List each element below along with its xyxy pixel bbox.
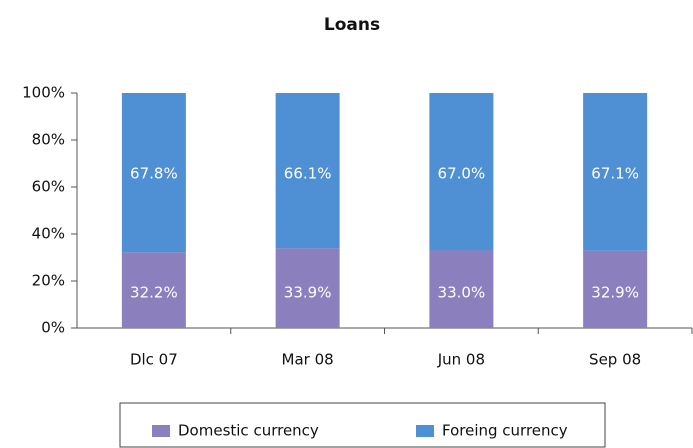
data-label: 32.2% <box>130 284 178 302</box>
legend-label: Domestic currency <box>178 422 319 440</box>
bar-segment <box>429 250 494 328</box>
x-tick-label: Dlc 07 <box>130 351 178 369</box>
y-tick-label: 0% <box>41 319 65 337</box>
y-tick-label: 100% <box>22 84 65 102</box>
data-label: 32.9% <box>591 284 639 302</box>
data-label: 67.8% <box>130 165 178 183</box>
y-tick-label: 80% <box>32 131 65 149</box>
bar-segment <box>429 93 494 251</box>
bar-segment <box>121 93 186 253</box>
bar-segment <box>583 93 648 251</box>
data-label: 33.0% <box>438 284 486 302</box>
y-tick-label: 20% <box>32 272 65 290</box>
data-label: 67.1% <box>591 165 639 183</box>
legend-swatch <box>416 425 434 437</box>
y-tick-label: 40% <box>32 225 65 243</box>
data-label: 67.0% <box>438 165 486 183</box>
legend-swatch <box>152 425 170 437</box>
data-label: 66.1% <box>284 165 332 183</box>
bar-segment <box>583 250 648 328</box>
x-tick-label: Jun 08 <box>437 351 485 369</box>
legend-label: Foreing currency <box>442 422 568 440</box>
x-tick-label: Mar 08 <box>282 351 334 369</box>
bar-segment <box>121 252 186 328</box>
x-tick-label: Sep 08 <box>589 351 641 369</box>
y-tick-label: 60% <box>32 178 65 196</box>
bar-segment <box>275 248 340 328</box>
data-label: 33.9% <box>284 284 332 302</box>
bar-segment <box>275 93 340 249</box>
legend-box <box>119 402 606 448</box>
chart-title: Loans <box>324 15 380 35</box>
